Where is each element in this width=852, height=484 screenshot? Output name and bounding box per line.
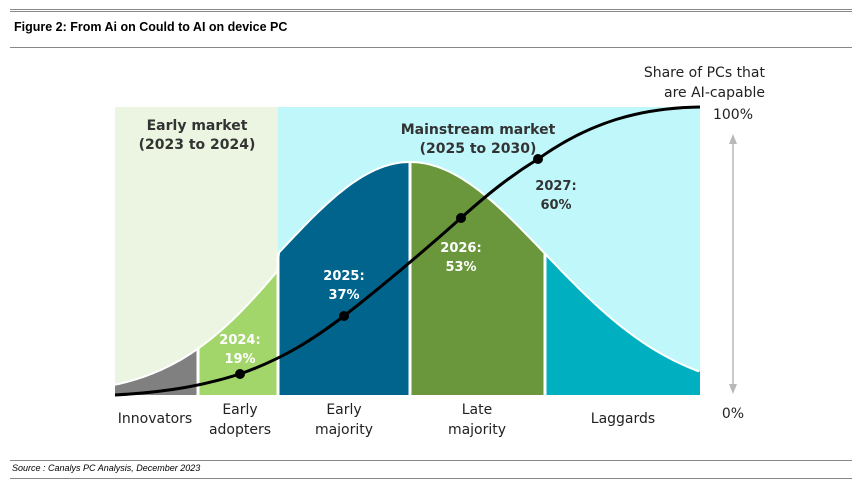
- milestone-dot: [339, 311, 349, 321]
- source-rule-bottom: [10, 478, 852, 479]
- segment-innovators: [115, 348, 198, 395]
- segment-label: adopters: [209, 422, 271, 438]
- segment-label: majority: [315, 422, 373, 438]
- axis-title-line1: Share of PCs that: [644, 65, 766, 81]
- source-rule-top: [10, 460, 852, 461]
- top-rule: [10, 9, 852, 12]
- figure-title: Figure 2: From Ai on Could to AI on devi…: [14, 20, 288, 34]
- milestone-dot: [456, 213, 466, 223]
- axis-bottom-label: 0%: [722, 406, 744, 422]
- axis-title-line2: are AI-capable: [664, 85, 765, 101]
- milestone-share: 60%: [540, 198, 571, 213]
- segment-label: Early: [222, 402, 257, 418]
- segment-label: Innovators: [118, 411, 192, 427]
- axis-top-label: 100%: [713, 107, 753, 123]
- milestone-share: 37%: [328, 288, 359, 303]
- bell-curve-outline: [114, 161, 700, 386]
- title-rule: [10, 47, 852, 48]
- milestone-year: 2024:: [219, 333, 260, 348]
- milestone-year: 2026:: [440, 241, 481, 256]
- segment-label: Early: [326, 402, 361, 418]
- vertical-double-arrow: [729, 134, 737, 394]
- segment-laggards: [545, 253, 700, 395]
- early-market-label: Early market: [147, 118, 248, 134]
- early-market-years: (2023 to 2024): [139, 137, 256, 153]
- mainstream-market-years: (2025 to 2030): [420, 141, 537, 157]
- milestone-year: 2025:: [323, 269, 364, 284]
- segment-label: Late: [462, 402, 492, 418]
- milestone-dot: [533, 154, 543, 164]
- milestone-share: 19%: [224, 352, 255, 367]
- source-note: Source : Canalys PC Analysis, December 2…: [12, 463, 201, 473]
- segment-label: majority: [448, 422, 506, 438]
- mainstream-market-label: Mainstream market: [401, 122, 556, 138]
- milestone-dot: [235, 369, 245, 379]
- milestone-year: 2027:: [535, 179, 576, 194]
- segment-early-adopters: [198, 253, 278, 395]
- milestone-share: 53%: [445, 260, 476, 275]
- adoption-s-curve: [114, 105, 701, 397]
- segment-label: Laggards: [591, 411, 655, 427]
